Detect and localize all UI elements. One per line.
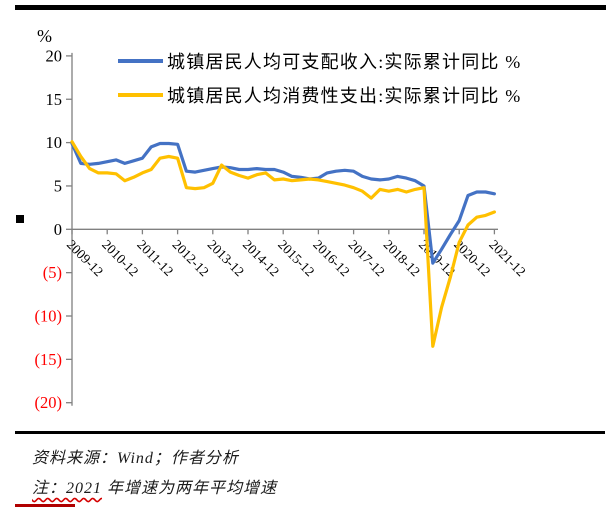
- svg-text:2012-12: 2012-12: [169, 237, 211, 279]
- source-text: 资料来源：Wind；作者分析: [32, 450, 239, 467]
- svg-text:(20): (20): [35, 393, 63, 412]
- income-series-label: 城镇居民人均可支配收入:实际累计同比 %: [167, 52, 522, 72]
- line-chart: 20 15 10 5 0 (5) (10) (15) (20) 2009-12 2010-12 201…: [35, 46, 529, 412]
- chart-plot-area: 20151050(5)(10)(15)(20)2009-122010-12201…: [35, 46, 529, 412]
- svg-text:2018-12: 2018-12: [381, 237, 423, 279]
- source-line: 资料来源：Wind；作者分析: [32, 444, 239, 468]
- svg-text:0: 0: [54, 220, 62, 239]
- legend-item-consumption: 城镇居民人均消费性支出:实际累计同比 %: [118, 78, 522, 112]
- note-line: 注：2021 年增速为两年平均增速: [32, 474, 277, 498]
- svg-text:2017-12: 2017-12: [345, 237, 387, 279]
- y-axis-unit-label: %: [37, 26, 52, 46]
- note-rest-text: 年增速为两年平均增速: [102, 480, 278, 497]
- svg-text:2021-12: 2021-12: [486, 237, 528, 279]
- svg-text:10: 10: [46, 133, 63, 152]
- legend-item-income: 城镇居民人均可支配收入:实际累计同比 %: [118, 44, 522, 78]
- svg-text:(5): (5): [43, 263, 62, 282]
- svg-text:20: 20: [46, 46, 63, 65]
- note-underlined-text: 注：2021: [32, 480, 103, 497]
- svg-text:5: 5: [54, 176, 62, 195]
- svg-text:(10): (10): [35, 307, 63, 326]
- svg-text:15: 15: [46, 90, 63, 109]
- svg-text:2015-12: 2015-12: [275, 237, 317, 279]
- consumption-series-label: 城镇居民人均消费性支出:实际累计同比 %: [167, 86, 522, 106]
- svg-text:2011-12: 2011-12: [134, 237, 176, 279]
- consumption-series-swatch: [118, 93, 163, 97]
- income-series-swatch: [118, 59, 163, 63]
- svg-text:2010-12: 2010-12: [99, 237, 141, 279]
- bottom-red-rule: [15, 504, 75, 507]
- footer-divider-rule: [15, 431, 605, 434]
- svg-text:2013-12: 2013-12: [205, 237, 247, 279]
- svg-text:2016-12: 2016-12: [310, 237, 352, 279]
- chart-legend: 城镇居民人均可支配收入:实际累计同比 % 城镇居民人均消费性支出:实际累计同比 …: [118, 44, 522, 112]
- svg-text:(15): (15): [35, 350, 63, 369]
- top-divider-rule: [15, 5, 606, 10]
- svg-text:2014-12: 2014-12: [240, 237, 282, 279]
- bullet-marker: [16, 215, 24, 223]
